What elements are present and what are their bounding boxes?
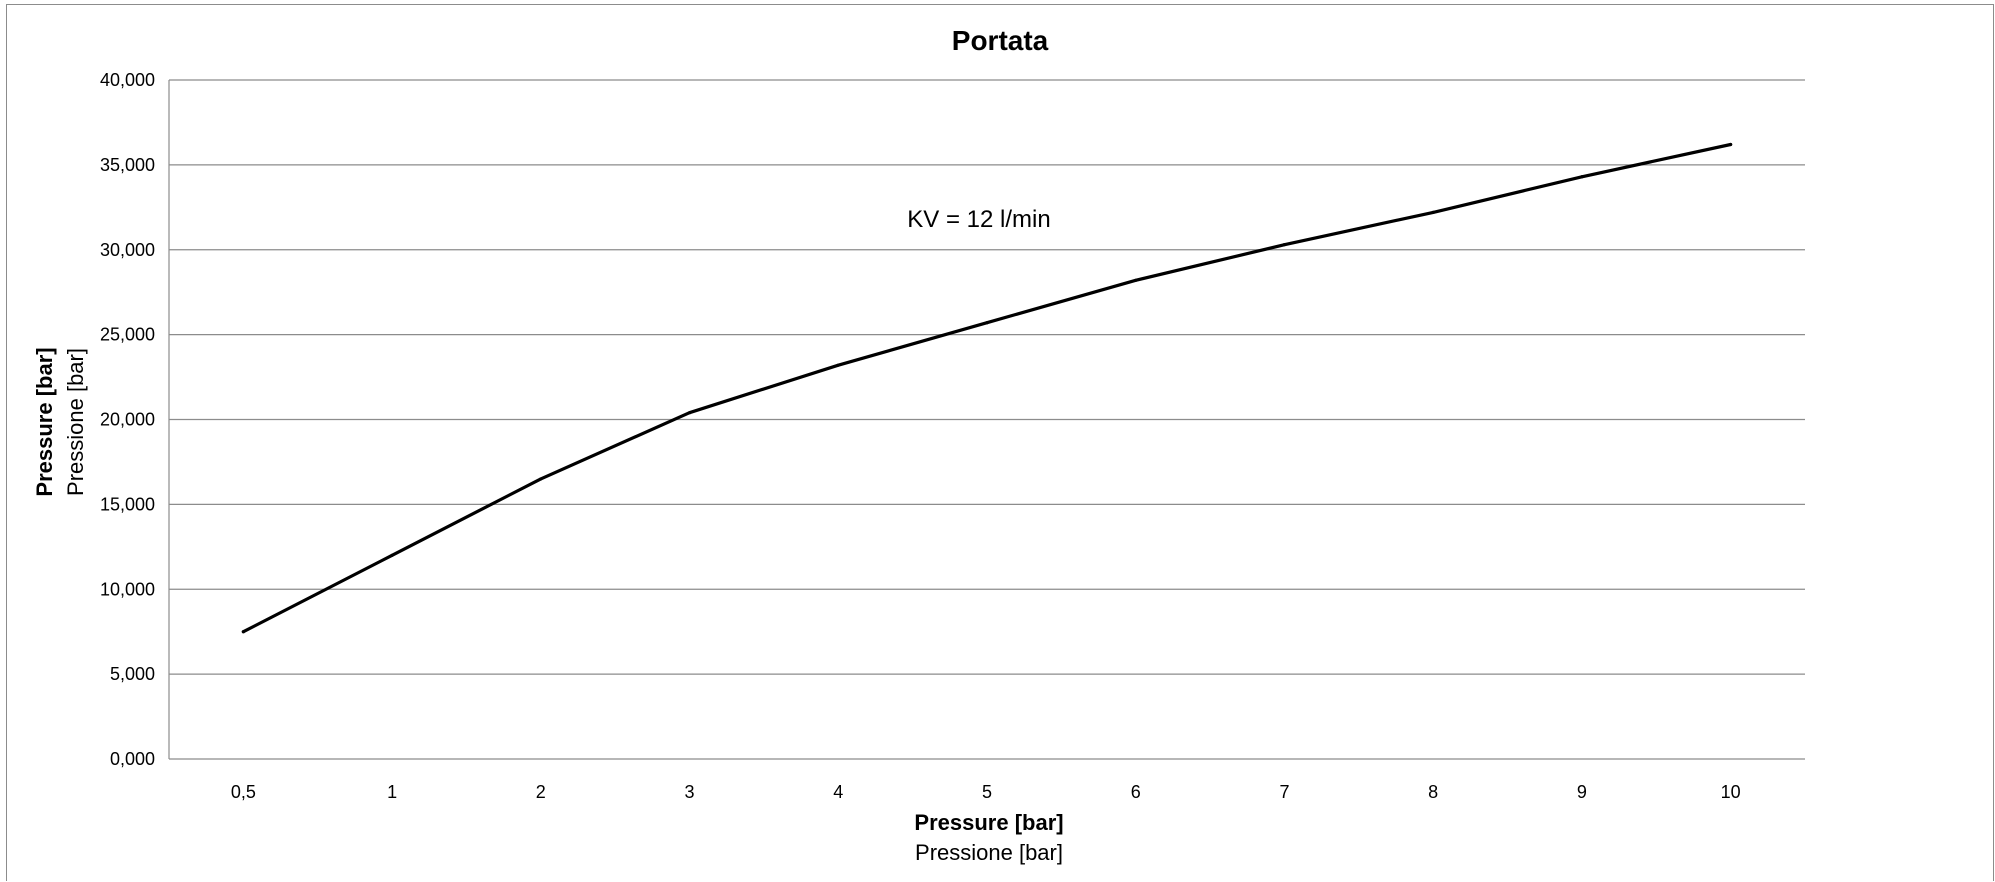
y-tick-label: 15,000 [100, 494, 155, 514]
data-point [1282, 243, 1287, 247]
series-layer [241, 142, 1733, 634]
x-tick-label: 1 [387, 782, 397, 802]
y-axis-title: Pressure [bar] [32, 347, 57, 496]
line-chart: Portata 0,000 5,000 10,000 15,000 20,000 25,0… [32, 25, 1805, 865]
y-tick-label: 0,000 [110, 749, 155, 769]
x-axis-subtitle: Pressione [bar] [915, 840, 1063, 865]
x-tick-label: 2 [536, 782, 546, 802]
chart-frame: Portata 0,000 5,000 10,000 15,000 20,000 25,0… [6, 4, 1994, 881]
x-axis-tick-labels: 0,5 1 2 3 4 5 6 7 8 9 10 [231, 782, 1741, 802]
x-tick-label: 4 [833, 782, 843, 802]
data-point [241, 630, 245, 634]
data-point [390, 553, 394, 557]
data-point [1729, 142, 1733, 147]
data-point [687, 411, 692, 415]
y-tick-label: 25,000 [100, 325, 155, 345]
x-tick-label: 7 [1279, 782, 1289, 802]
y-tick-label: 30,000 [100, 240, 155, 260]
x-tick-label: 10 [1721, 782, 1741, 802]
y-tick-label: 5,000 [110, 664, 155, 684]
data-point [1431, 210, 1435, 215]
chart-title: Portata [952, 25, 1049, 56]
y-axis-subtitle: Pressione [bar] [63, 348, 88, 496]
y-axis-tick-labels: 0,000 5,000 10,000 15,000 20,000 25,000 30,000… [100, 70, 155, 769]
x-tick-label: 6 [1131, 782, 1141, 802]
y-tick-label: 10,000 [100, 579, 155, 599]
data-point [836, 363, 840, 367]
data-point [1134, 278, 1138, 282]
y-tick-label: 40,000 [100, 70, 155, 90]
x-tick-label: 9 [1577, 782, 1587, 802]
gridlines [168, 79, 1805, 760]
x-tick-label: 8 [1428, 782, 1438, 802]
kv-annotation: KV = 12 l/min [907, 206, 1050, 233]
x-axis-title: Pressure [bar] [914, 810, 1063, 835]
data-point [985, 321, 989, 325]
data-point [539, 477, 543, 481]
y-tick-label: 35,000 [100, 155, 155, 175]
y-tick-label: 20,000 [100, 410, 155, 430]
x-tick-label: 0,5 [231, 782, 256, 802]
data-point [1580, 175, 1584, 179]
x-tick-label: 5 [982, 782, 992, 802]
x-tick-label: 3 [685, 782, 695, 802]
